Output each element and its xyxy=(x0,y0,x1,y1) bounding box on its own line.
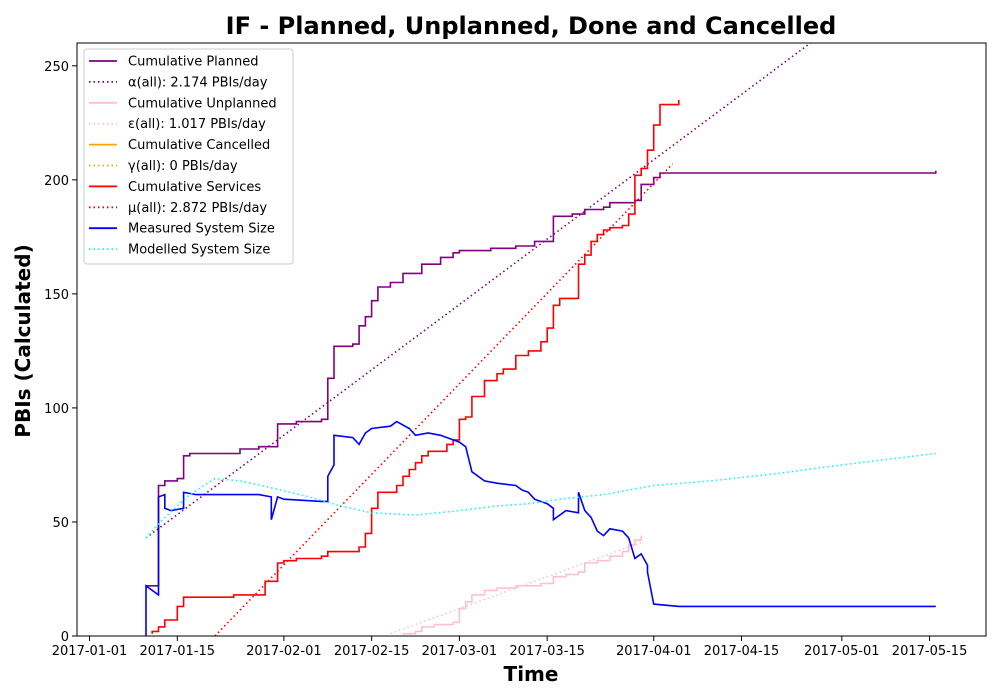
legend-label: Cumulative Cancelled xyxy=(128,138,270,153)
y-tick-label: 50 xyxy=(52,516,69,531)
x-tick-label: 2017-05-01 xyxy=(804,644,880,659)
legend-label: Cumulative Planned xyxy=(128,55,258,70)
y-tick-label: 250 xyxy=(44,60,69,75)
legend: Cumulative Planned α(all): 2.174 PBIs/day… xyxy=(83,48,294,265)
series-line-modelled-system-size xyxy=(145,452,936,539)
x-tick-label: 2017-02-15 xyxy=(334,644,410,659)
legend-box xyxy=(83,48,294,265)
x-tick-label: 2017-04-15 xyxy=(704,644,780,659)
series-line-cumulative-unplanned xyxy=(403,535,643,635)
x-tick-label: 2017-01-15 xyxy=(140,644,216,659)
legend-label: μ(all): 2.872 PBIs/day xyxy=(128,201,267,216)
series-line-cumulative-services xyxy=(151,100,680,634)
series-line-measured-system-size xyxy=(145,420,936,636)
legend-label: Cumulative Unplanned xyxy=(128,96,277,111)
x-axis-ticks: 2017-01-01 2017-01-15 2017-02-01 2017-02-15… xyxy=(52,636,968,659)
x-tick-label: 2017-01-01 xyxy=(52,644,128,659)
legend-label: Cumulative Services xyxy=(128,180,261,195)
legend-label: Modelled System Size xyxy=(128,243,270,258)
y-tick-label: 100 xyxy=(44,402,69,417)
series-line-all-2-872-pbis-day xyxy=(214,163,674,636)
plot-frame xyxy=(76,42,987,637)
chart-title: IF - Planned, Unplanned, Done and Cancel… xyxy=(226,12,837,40)
y-tick-label: 200 xyxy=(44,174,69,189)
legend-label: Measured System Size xyxy=(128,222,275,237)
y-axis-label: PBIs (Calculated) xyxy=(11,244,35,437)
x-axis-label: Time xyxy=(504,662,559,686)
y-tick-label: 0 xyxy=(61,630,69,645)
y-axis-ticks: 0 50 100 150 200 250 xyxy=(44,60,77,645)
x-tick-label: 2017-03-01 xyxy=(422,644,498,659)
x-tick-label: 2017-03-15 xyxy=(509,644,585,659)
series-line-all-2-174-pbis-day xyxy=(145,43,811,539)
x-tick-label: 2017-02-01 xyxy=(246,644,322,659)
legend-label: γ(all): 0 PBIs/day xyxy=(128,159,238,174)
series-layer xyxy=(145,43,937,636)
legend-label: α(all): 2.174 PBIs/day xyxy=(128,75,268,90)
y-tick-label: 150 xyxy=(44,288,69,303)
x-tick-label: 2017-04-01 xyxy=(616,644,692,659)
legend-label: ε(all): 1.017 PBIs/day xyxy=(128,117,266,132)
x-tick-label: 2017-05-15 xyxy=(892,644,968,659)
series-line-cumulative-planned xyxy=(146,170,937,587)
